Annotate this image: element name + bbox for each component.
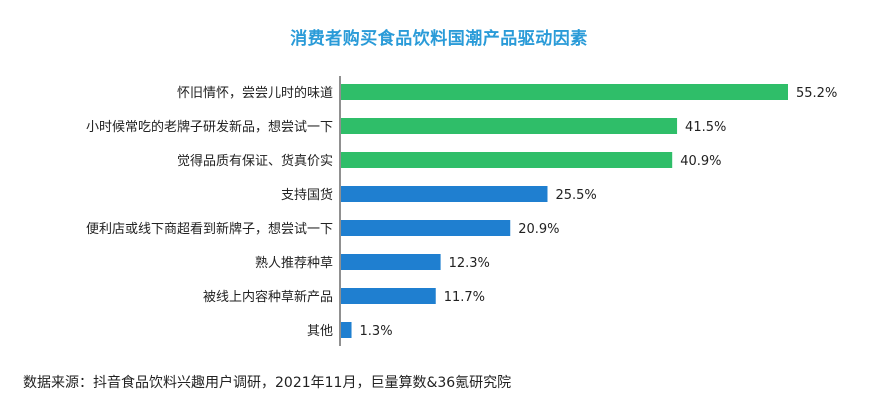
bar	[341, 84, 788, 100]
category-label: 便利店或线下商超看到新牌子，想尝试一下	[86, 221, 333, 237]
value-label: 25.5%	[555, 188, 596, 203]
bar	[341, 118, 678, 134]
bar	[341, 322, 352, 338]
bar	[341, 288, 436, 304]
category-label: 小时候常吃的老牌子研发新品，想尝试一下	[86, 119, 333, 135]
value-label: 12.3%	[449, 256, 490, 271]
bars-layer: 怀旧情怀，尝尝儿时的味道 55.2% 小时候常吃的老牌子研发新品，想尝试一下 41.5…	[86, 84, 837, 339]
category-label: 怀旧情怀，尝尝儿时的味道	[177, 85, 333, 101]
bar	[341, 186, 548, 202]
value-label: 20.9%	[518, 222, 559, 237]
bar	[341, 220, 511, 236]
category-label: 其他	[307, 324, 333, 339]
value-label: 55.2%	[796, 86, 837, 101]
category-label: 被线上内容种草新产品	[203, 289, 333, 305]
source-note: 数据来源：抖音食品饮料兴趣用户调研，2021年11月，巨量算数&36氪研究院	[23, 375, 512, 391]
bar	[341, 152, 673, 168]
value-label: 40.9%	[680, 154, 721, 169]
value-label: 1.3%	[360, 324, 393, 339]
value-label: 41.5%	[685, 120, 726, 135]
chart-title: 消费者购买食品饮料国潮产品驱动因素	[290, 29, 588, 49]
bar	[341, 254, 441, 270]
category-label: 支持国货	[281, 187, 333, 203]
value-label: 11.7%	[444, 290, 485, 305]
category-label: 觉得品质有保证、货真价实	[177, 153, 333, 169]
category-label: 熟人推荐种草	[255, 255, 333, 271]
